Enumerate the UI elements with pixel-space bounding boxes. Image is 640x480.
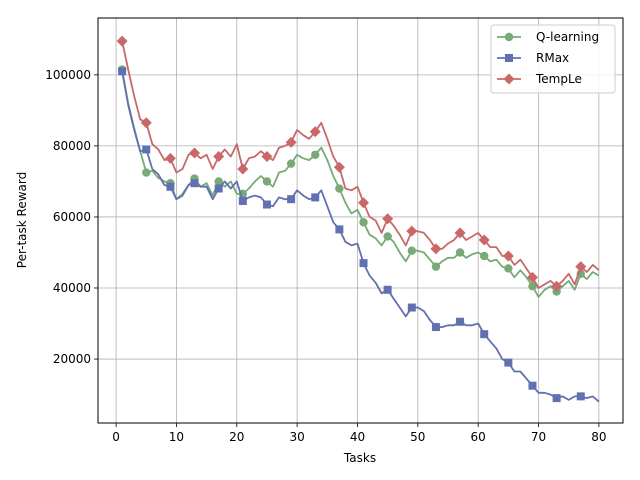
rmax-point xyxy=(311,193,320,202)
legend-swatch-marker xyxy=(504,32,514,42)
rmax-point xyxy=(262,200,271,209)
x-axis-ticks: 0 10 20 30 40 50 60 70 80 xyxy=(112,423,607,444)
temple-point xyxy=(526,271,538,283)
temple-point xyxy=(237,163,249,175)
legend-entry-temple: TempLe xyxy=(497,72,582,86)
q-learning-point xyxy=(528,282,537,291)
rmax-point xyxy=(576,392,585,401)
rmax-point xyxy=(142,145,151,154)
y-axis-label: Per-task Reward xyxy=(15,172,29,268)
legend-label: Q-learning xyxy=(536,30,599,44)
y-tick-label: 100000 xyxy=(45,68,91,82)
temple-point xyxy=(575,261,587,273)
temple-point xyxy=(189,147,201,159)
rmax-line xyxy=(121,71,600,403)
legend-entry-q-learning: Q-learning xyxy=(497,30,599,44)
rmax-point xyxy=(383,285,392,294)
x-tick-label: 20 xyxy=(229,430,244,444)
rmax-point xyxy=(552,394,561,403)
rmax-point xyxy=(166,182,175,191)
temple-point xyxy=(285,136,297,148)
rmax-point xyxy=(456,317,465,326)
q-learning-point xyxy=(142,168,151,177)
legend-label: RMax xyxy=(536,51,569,65)
q-learning-point xyxy=(359,218,368,227)
x-tick-label: 60 xyxy=(471,430,486,444)
rmax-point xyxy=(407,303,416,312)
rmax-point xyxy=(480,330,489,339)
y-tick-label: 20000 xyxy=(53,352,91,366)
q-learning-point xyxy=(383,232,392,241)
temple-point xyxy=(309,126,321,138)
temple-point xyxy=(358,197,370,209)
rmax-point xyxy=(238,196,247,205)
series-temple xyxy=(116,35,600,292)
legend-box xyxy=(490,24,616,94)
q-learning-point xyxy=(504,264,513,273)
series-layer xyxy=(116,35,600,403)
legend: Q-learning RMax TempLe xyxy=(490,24,616,94)
temple-point xyxy=(382,213,394,225)
rmax-point xyxy=(431,323,440,332)
x-tick-label: 80 xyxy=(591,430,606,444)
x-axis-label: Tasks xyxy=(343,451,376,465)
q-learning-point xyxy=(335,184,344,193)
x-tick-label: 30 xyxy=(289,430,304,444)
rmax-point xyxy=(118,67,127,76)
x-tick-label: 0 xyxy=(112,430,120,444)
q-learning-point xyxy=(262,177,272,186)
temple-point xyxy=(478,234,490,246)
q-learning-point xyxy=(286,159,296,168)
y-tick-label: 60000 xyxy=(53,210,91,224)
legend-entry-rmax: RMax xyxy=(497,51,569,65)
y-axis-ticks: 20000 40000 60000 80000 100000 xyxy=(45,68,98,366)
temple-point xyxy=(164,152,176,164)
legend-label: TempLe xyxy=(535,72,582,86)
q-learning-point xyxy=(214,177,223,186)
rmax-point xyxy=(359,259,368,268)
rmax-point xyxy=(287,195,296,204)
rmax-point xyxy=(190,179,199,188)
temple-point xyxy=(430,243,442,255)
temple-point xyxy=(261,151,273,163)
temple-point xyxy=(333,161,345,173)
temple-line xyxy=(121,40,600,289)
x-tick-label: 50 xyxy=(410,430,425,444)
q-learning-point xyxy=(431,262,441,271)
temple-point xyxy=(406,225,418,237)
temple-point xyxy=(502,250,514,262)
temple-point xyxy=(140,117,152,129)
rmax-point xyxy=(335,225,344,234)
temple-point xyxy=(551,280,563,292)
x-tick-label: 70 xyxy=(531,430,546,444)
x-tick-label: 10 xyxy=(169,430,184,444)
q-learning-point xyxy=(407,246,416,255)
x-tick-label: 40 xyxy=(350,430,365,444)
q-learning-point xyxy=(480,251,489,261)
temple-point xyxy=(454,227,466,239)
y-tick-label: 80000 xyxy=(53,139,91,153)
temple-point xyxy=(213,151,225,163)
q-learning-point xyxy=(455,248,465,257)
q-learning-point xyxy=(311,150,320,159)
rmax-point xyxy=(528,381,537,390)
legend-swatch-marker xyxy=(503,73,515,85)
temple-point xyxy=(116,35,128,47)
rmax-point xyxy=(504,358,513,367)
legend-swatch-marker xyxy=(505,54,513,62)
rmax-point xyxy=(214,184,223,193)
y-tick-label: 40000 xyxy=(53,281,91,295)
series-rmax xyxy=(118,67,600,403)
plot-frame xyxy=(97,17,624,424)
